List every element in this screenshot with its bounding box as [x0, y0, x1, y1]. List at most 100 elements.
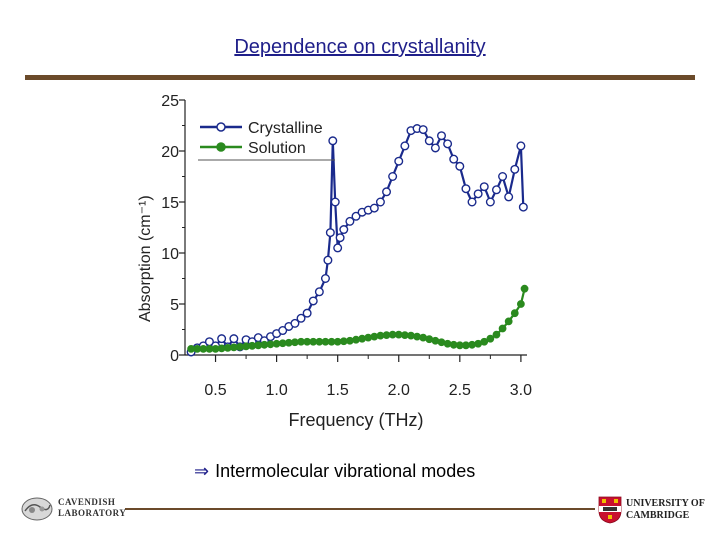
bottom-divider — [125, 508, 595, 510]
data-point-crystalline — [320, 274, 330, 284]
legend-marker — [216, 122, 226, 132]
data-point-crystalline — [479, 182, 489, 192]
data-point-solution — [431, 336, 440, 345]
data-point-solution — [520, 284, 529, 293]
cambridge-line2: CAMBRIDGE — [626, 510, 690, 521]
slide-title: Dependence on crystallanity — [234, 36, 486, 58]
data-point-solution — [437, 338, 446, 347]
data-point-crystalline — [461, 184, 471, 194]
x-tick-label: 2.5 — [449, 382, 471, 399]
data-point-solution — [419, 333, 428, 342]
series-line-0 — [190, 127, 525, 353]
data-point-solution — [333, 337, 342, 346]
data-point-solution — [272, 339, 281, 348]
top-divider — [25, 75, 695, 80]
bullet-point: ⇒ Intermolecular vibrational modes — [194, 461, 475, 482]
cambridge-shield-icon — [598, 496, 622, 524]
cavendish-crest-icon — [21, 497, 53, 521]
data-point-crystalline — [345, 216, 355, 226]
y-axis-label: Absorption (cm⁻¹) — [137, 195, 154, 322]
data-point-crystalline — [229, 334, 239, 344]
data-point-solution — [504, 317, 513, 326]
data-point-solution — [413, 332, 421, 341]
cavendish-line2: LABORATORY — [58, 508, 127, 518]
y-tick-label: 5 — [170, 297, 179, 314]
data-point-crystalline — [473, 189, 483, 199]
data-point-solution — [425, 335, 434, 344]
data-point-solution — [266, 340, 275, 349]
cambridge-logo: UNIVERSITY OF CAMBRIDGE — [598, 496, 708, 526]
x-tick-label: 0.5 — [204, 382, 226, 399]
data-point-crystalline — [455, 161, 465, 171]
data-point-crystalline — [335, 233, 345, 243]
data-point-crystalline — [418, 125, 428, 135]
data-point-crystalline — [504, 192, 514, 202]
data-point-solution — [223, 343, 232, 352]
implies-arrow-icon: ⇒ — [194, 461, 210, 481]
data-point-solution — [236, 342, 244, 351]
legend-label: Crystalline — [248, 120, 323, 137]
data-point-solution — [248, 341, 257, 350]
y-tick-label: 10 — [161, 246, 179, 263]
data-point-solution — [284, 338, 293, 347]
cavendish-line1: CAVENDISH — [58, 497, 116, 507]
data-point-crystalline — [369, 203, 379, 213]
data-point-solution — [443, 339, 452, 348]
data-point-crystalline — [443, 139, 453, 149]
data-point-crystalline — [339, 225, 349, 235]
data-point-crystalline — [375, 197, 385, 207]
data-point-solution — [486, 334, 495, 343]
legend-marker — [216, 142, 226, 152]
data-point-crystalline — [467, 197, 477, 207]
data-point-solution — [449, 340, 458, 349]
data-point-solution — [468, 340, 476, 349]
data-point-solution — [394, 330, 403, 339]
data-point-crystalline — [278, 326, 288, 336]
data-point-solution — [370, 332, 379, 341]
data-point-solution — [510, 309, 519, 318]
data-point-crystalline — [323, 255, 333, 265]
data-point-crystalline — [333, 243, 343, 253]
x-tick-label: 1.0 — [265, 382, 287, 399]
x-tick-label: 1.5 — [327, 382, 349, 399]
data-point-crystalline — [498, 171, 508, 181]
y-tick-label: 0 — [170, 348, 179, 365]
data-point-crystalline — [491, 185, 501, 195]
data-point-solution — [345, 336, 354, 345]
data-point-solution — [382, 331, 391, 340]
data-point-crystalline — [325, 228, 335, 238]
data-point-solution — [498, 324, 507, 333]
data-point-crystalline — [217, 334, 227, 344]
data-point-crystalline — [328, 136, 338, 146]
data-point-solution — [291, 338, 299, 347]
data-point-crystalline — [510, 164, 520, 174]
x-tick-label: 3.0 — [510, 382, 532, 399]
data-point-solution — [480, 337, 489, 346]
data-point-crystalline — [290, 318, 300, 328]
x-tick-label: 2.0 — [388, 382, 410, 399]
data-point-crystalline — [330, 197, 340, 207]
y-tick-label: 25 — [161, 93, 179, 110]
data-point-solution — [278, 339, 287, 348]
data-point-crystalline — [518, 202, 528, 212]
data-point-solution — [492, 330, 501, 339]
data-point-crystalline — [430, 143, 440, 153]
cambridge-line1: UNIVERSITY OF — [626, 498, 705, 509]
data-point-solution — [260, 340, 269, 349]
data-point-solution — [516, 300, 525, 308]
y-tick-label: 20 — [161, 144, 179, 161]
data-point-crystalline — [400, 141, 410, 151]
data-point-crystalline — [516, 141, 526, 151]
data-point-crystalline — [394, 156, 404, 166]
y-tick-label: 15 — [161, 195, 179, 212]
data-point-crystalline — [302, 308, 312, 318]
data-point-crystalline — [424, 136, 434, 146]
x-axis-label: Frequency (THz) — [288, 410, 423, 430]
data-point-solution — [254, 341, 263, 350]
data-point-solution — [462, 341, 470, 350]
data-point-crystalline — [296, 313, 306, 323]
data-point-solution — [217, 344, 226, 353]
data-point-solution — [364, 333, 373, 342]
data-point-crystalline — [314, 287, 324, 297]
